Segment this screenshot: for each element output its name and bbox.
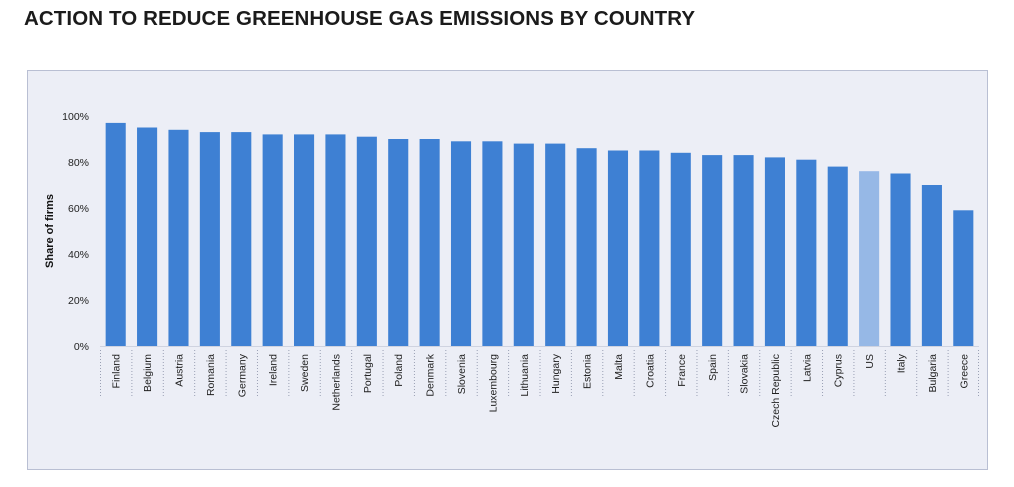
category-label: Cyprus — [833, 354, 845, 387]
category-label: Bulgaria — [927, 354, 939, 393]
category-label: Belgium — [142, 354, 154, 392]
bar-ireland — [262, 134, 283, 346]
bar-sweden — [294, 134, 315, 346]
bar-lithuania — [513, 143, 534, 346]
category-label: Estonia — [582, 354, 594, 389]
bar-czech-republic — [764, 157, 785, 346]
bar-germany — [231, 132, 252, 346]
bar-finland — [105, 122, 126, 347]
category-label: Portugal — [362, 354, 374, 393]
bar-us — [859, 171, 880, 346]
category-label: Luxembourg — [487, 354, 499, 413]
bar-hungary — [545, 143, 566, 346]
bar-chart: Share of firms 0% 20% 40% 60% 80% 100% Finland B… — [44, 111, 979, 428]
bar-luxembourg — [482, 141, 503, 346]
category-label: Spain — [707, 354, 719, 381]
category-label: Lithuania — [519, 354, 531, 397]
y-axis-label: Share of firms — [44, 194, 56, 268]
bar-cyprus — [827, 166, 848, 346]
bar-latvia — [796, 159, 817, 346]
y-tick-label: 0% — [74, 341, 89, 353]
category-label: Italy — [896, 353, 908, 373]
category-label: Netherlands — [330, 354, 342, 411]
y-tick-label: 60% — [68, 203, 89, 215]
bar-slovakia — [733, 155, 754, 346]
bar-spain — [702, 155, 723, 346]
category-label: Sweden — [299, 354, 311, 392]
bar-netherlands — [325, 134, 346, 346]
category-label: Malta — [613, 354, 625, 380]
bar-estonia — [576, 148, 597, 346]
bar-croatia — [639, 150, 660, 346]
bar-denmark — [419, 139, 440, 346]
page-title: ACTION TO REDUCE GREENHOUSE GAS EMISSION… — [24, 7, 696, 30]
category-label: Slovenia — [456, 354, 468, 394]
y-tick-label: 40% — [68, 249, 89, 261]
category-label: Slovakia — [739, 354, 751, 394]
bar-portugal — [356, 136, 377, 346]
bar-austria — [168, 129, 189, 346]
chart-panel: Share of firms 0% 20% 40% 60% 80% 100% Finland B… — [27, 70, 988, 470]
category-label: Greece — [958, 354, 970, 389]
bar-poland — [388, 139, 409, 346]
bar-greece — [953, 210, 974, 346]
bar-france — [670, 152, 691, 346]
y-tick-label: 100% — [62, 111, 89, 123]
category-label: France — [676, 354, 688, 387]
bar-italy — [890, 173, 911, 346]
bar-bulgaria — [921, 185, 942, 346]
bar-romania — [199, 132, 220, 346]
category-label: Ireland — [268, 354, 280, 386]
category-label: Latvia — [801, 354, 813, 382]
category-label: Poland — [393, 354, 405, 387]
category-label: Finland — [111, 354, 123, 389]
category-label: Germany — [236, 353, 248, 397]
category-label: Czech Republic — [770, 354, 782, 428]
category-label: Hungary — [550, 353, 562, 393]
bar-belgium — [137, 127, 158, 346]
category-label: US — [864, 354, 876, 369]
bar-malta — [607, 150, 629, 346]
category-label: Croatia — [644, 354, 656, 388]
y-tick-label: 20% — [68, 295, 89, 307]
category-label: Denmark — [425, 353, 437, 396]
bar-slovenia — [450, 141, 472, 346]
y-tick-label: 80% — [68, 157, 89, 169]
category-label: Austria — [173, 354, 185, 387]
category-label: Romania — [205, 354, 217, 396]
